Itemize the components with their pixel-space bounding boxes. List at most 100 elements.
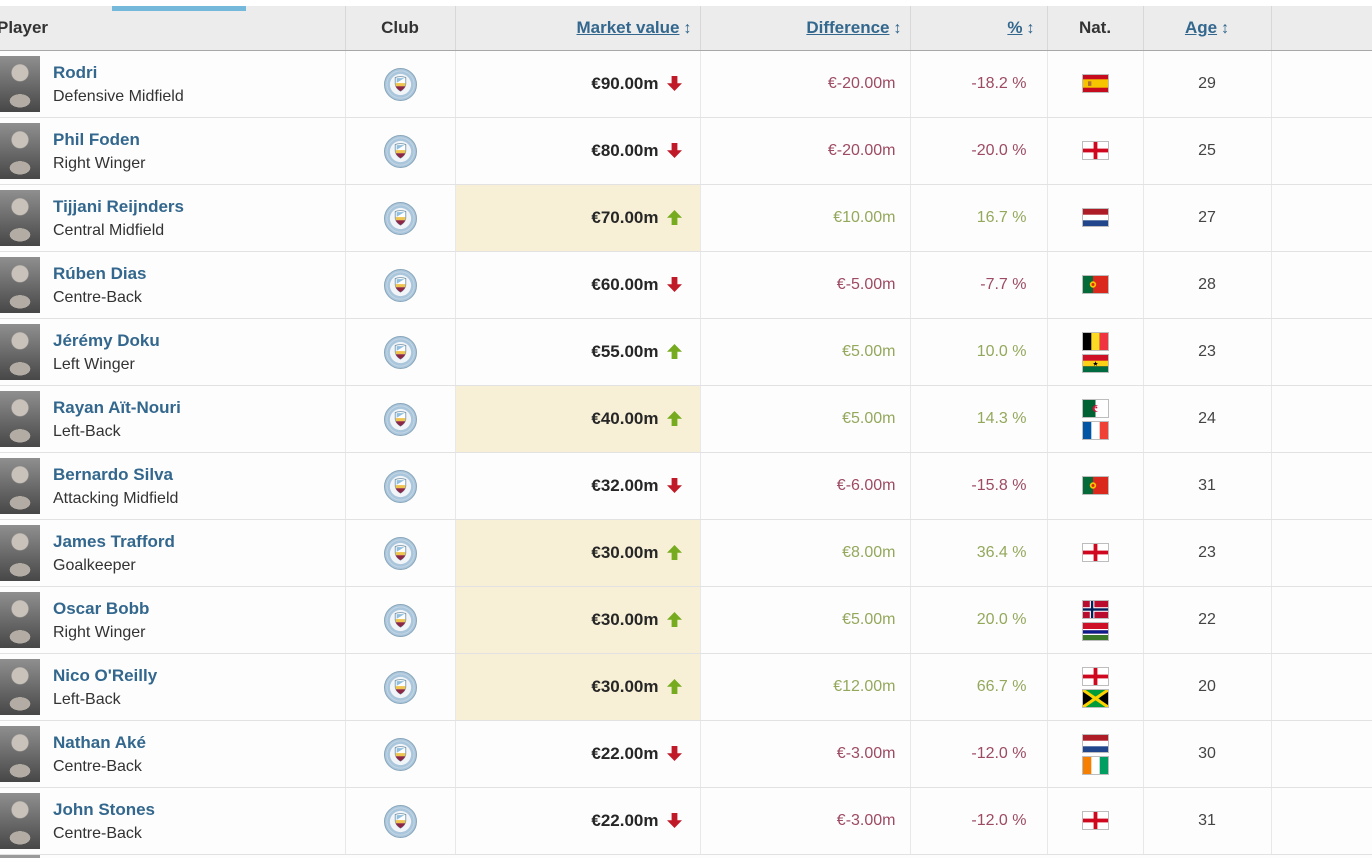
player-name-link[interactable]: James Trafford: [53, 531, 175, 551]
player-photo[interactable]: [0, 793, 40, 849]
percent-value: -12.0 %: [910, 787, 1048, 855]
flag-norway-icon: [1082, 600, 1108, 618]
nationality-flags: [1082, 399, 1108, 439]
difference-value: €-20.00m: [700, 117, 911, 185]
empty-cell: [1271, 385, 1372, 453]
flag-jamaica-icon: [1082, 689, 1108, 707]
age-value: 31: [1143, 787, 1272, 855]
manchester-city-badge-icon[interactable]: [383, 402, 417, 436]
active-tab-indicator[interactable]: [112, 6, 246, 11]
nationality-flags: [1082, 142, 1108, 160]
difference-value: €12.00m: [700, 653, 911, 721]
empty-cell: [1271, 318, 1372, 386]
age-value: 27: [1143, 184, 1272, 252]
player-name-link[interactable]: John Stones: [53, 799, 156, 819]
player-photo[interactable]: [0, 56, 40, 112]
manchester-city-badge-icon[interactable]: [383, 268, 417, 302]
difference-value: €-5.00m: [700, 251, 911, 319]
arrow-down-icon: [666, 74, 682, 94]
difference-value: €-3.00m: [700, 720, 911, 788]
arrow-up-icon: [666, 543, 682, 563]
player-position: Centre-Back: [53, 758, 142, 776]
flag-england-icon: [1082, 544, 1108, 562]
player-photo[interactable]: [0, 257, 40, 313]
player-name-link[interactable]: Rúben Dias: [53, 263, 147, 283]
nationality-flags: [1082, 332, 1108, 372]
player-position: Defensive Midfield: [53, 88, 184, 106]
player-position: Centre-Back: [53, 289, 142, 307]
player-name-link[interactable]: Oscar Bobb: [53, 598, 150, 618]
player-name-link[interactable]: Tijjani Reijnders: [53, 196, 185, 216]
player-photo[interactable]: [0, 458, 40, 514]
manchester-city-badge-icon[interactable]: [383, 670, 417, 704]
table-row: Nathan Aké Centre-Back €22.00m €-3.00m -…: [0, 720, 1372, 788]
market-value: €30.00m: [591, 543, 659, 562]
percent-value: 10.0 %: [910, 318, 1048, 386]
player-name-link[interactable]: Nico O'Reilly: [53, 665, 158, 685]
difference-value: €-6.00m: [700, 452, 911, 520]
difference-value: €10.00m: [700, 184, 911, 252]
flag-portugal-icon: [1082, 477, 1108, 495]
table-body: Rodri Defensive Midfield €90.00m €-20.00…: [0, 50, 1372, 855]
header-percent-sort-link[interactable]: %: [1007, 18, 1023, 37]
player-name-link[interactable]: Bernardo Silva: [53, 464, 173, 484]
manchester-city-badge-icon[interactable]: [383, 804, 417, 838]
arrow-down-icon: [666, 141, 682, 161]
nationality-flags: [1082, 209, 1108, 227]
age-value: 23: [1143, 318, 1272, 386]
header-age-sort-link[interactable]: Age: [1184, 18, 1218, 37]
percent-value: -7.7 %: [910, 251, 1048, 319]
nationality-flags: [1082, 812, 1108, 830]
arrow-up-icon: [666, 342, 682, 362]
sort-updown-icon[interactable]: ↕: [683, 20, 692, 37]
sort-updown-icon[interactable]: ↕: [893, 20, 902, 37]
arrow-up-icon: [666, 409, 682, 429]
table-row: Tijjani Reijnders Central Midfield €70.0…: [0, 184, 1372, 252]
sort-updown-icon[interactable]: ↕: [1221, 20, 1230, 37]
flag-netherlands-icon: [1082, 209, 1108, 227]
player-photo[interactable]: [0, 123, 40, 179]
empty-cell: [1271, 720, 1372, 788]
header-difference-sort-link[interactable]: Difference: [806, 18, 890, 37]
empty-cell: [1271, 251, 1372, 319]
player-name-link[interactable]: Jérémy Doku: [53, 330, 160, 350]
market-value-table: Player Club Market value ↕ Difference ↕ % ↕…: [0, 6, 1372, 855]
player-name-link[interactable]: Phil Foden: [53, 129, 140, 149]
player-photo[interactable]: [0, 726, 40, 782]
sort-updown-icon[interactable]: ↕: [1026, 20, 1035, 37]
manchester-city-badge-icon[interactable]: [383, 335, 417, 369]
manchester-city-badge-icon[interactable]: [383, 201, 417, 235]
player-photo[interactable]: [0, 592, 40, 648]
nationality-flags: [1082, 667, 1108, 707]
empty-cell: [1271, 184, 1372, 252]
age-value: 25: [1143, 117, 1272, 185]
manchester-city-badge-icon[interactable]: [383, 603, 417, 637]
header-player: Player: [0, 18, 49, 37]
header-nationality: Nat.: [1078, 18, 1112, 37]
header-market-value-sort-link[interactable]: Market value: [576, 18, 680, 37]
percent-value: -20.0 %: [910, 117, 1048, 185]
player-photo[interactable]: [0, 324, 40, 380]
manchester-city-badge-icon[interactable]: [383, 536, 417, 570]
manchester-city-badge-icon[interactable]: [383, 737, 417, 771]
header-empty-column: [1271, 6, 1372, 51]
manchester-city-badge-icon[interactable]: [383, 67, 417, 101]
flag-gambia-icon: [1082, 622, 1108, 640]
nationality-flags: [1082, 75, 1108, 93]
manchester-city-badge-icon[interactable]: [383, 134, 417, 168]
difference-value: €5.00m: [700, 318, 911, 386]
player-name-link[interactable]: Rodri: [53, 62, 98, 82]
empty-cell: [1271, 787, 1372, 855]
player-name-link[interactable]: Nathan Aké: [53, 732, 146, 752]
percent-value: -15.8 %: [910, 452, 1048, 520]
manchester-city-badge-icon[interactable]: [383, 469, 417, 503]
player-name-link[interactable]: Rayan Aït-Nouri: [53, 397, 181, 417]
table-row: Rodri Defensive Midfield €90.00m €-20.00…: [0, 50, 1372, 118]
player-photo[interactable]: [0, 659, 40, 715]
player-photo[interactable]: [0, 525, 40, 581]
arrow-up-icon: [666, 610, 682, 630]
player-photo[interactable]: [0, 190, 40, 246]
player-position: Central Midfield: [53, 222, 165, 240]
player-position: Left Winger: [53, 356, 135, 374]
player-photo[interactable]: [0, 391, 40, 447]
